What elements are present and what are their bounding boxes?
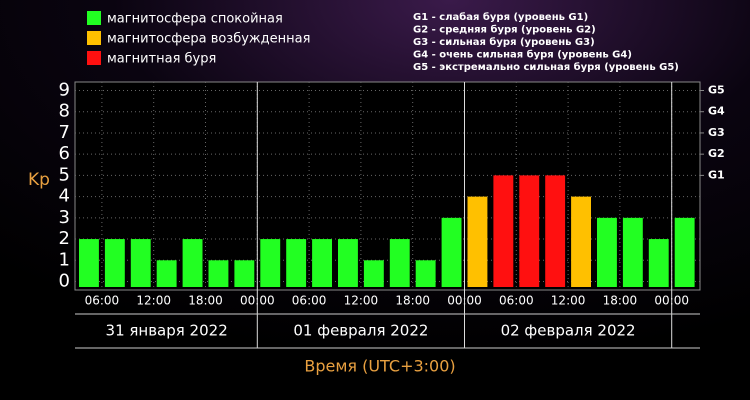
bar xyxy=(182,239,203,287)
storm-level-note: G2 - средняя буря (уровень G2) xyxy=(413,24,596,36)
bar xyxy=(130,239,151,287)
day-label: 02 февраля 2022 xyxy=(501,322,636,340)
bar xyxy=(493,175,514,287)
y2-tick-label: G2 xyxy=(708,147,725,160)
bar xyxy=(260,239,281,287)
bar xyxy=(104,239,125,287)
legend-swatch xyxy=(87,51,101,65)
bar xyxy=(467,196,488,287)
bar xyxy=(312,239,332,287)
bar xyxy=(545,175,566,287)
bar xyxy=(79,239,99,287)
y2-tick-label: G1 xyxy=(708,168,725,181)
legend-swatch xyxy=(87,11,101,25)
x-tick-label: 12:00 xyxy=(136,294,171,308)
y-axis-label: Kp xyxy=(28,170,50,190)
storm-level-note: G4 - очень сильная буря (уровень G4) xyxy=(413,49,632,61)
y-tick-label: 8 xyxy=(59,101,70,122)
bar xyxy=(415,260,436,287)
x-tick-label: 06:00 xyxy=(85,294,120,308)
y-tick-label: 9 xyxy=(59,79,70,100)
bar xyxy=(441,217,462,287)
y2-tick-label: G3 xyxy=(708,126,725,139)
y2-tick-label: G5 xyxy=(708,83,725,96)
bar xyxy=(208,260,229,287)
y-tick-label: 2 xyxy=(59,228,70,249)
x-tick-label: 12:00 xyxy=(551,294,586,308)
y-tick-label: 4 xyxy=(59,186,70,207)
bar xyxy=(519,175,540,287)
bar xyxy=(389,239,410,287)
bar xyxy=(363,260,384,287)
bar xyxy=(156,260,177,287)
x-tick-label: 18:00 xyxy=(188,294,223,308)
x-axis-label: Время (UTC+3:00) xyxy=(304,357,455,376)
storm-level-note: G5 - экстремально сильная буря (уровень … xyxy=(413,61,679,73)
y2-tick-label: G4 xyxy=(708,105,725,118)
y-tick-label: 5 xyxy=(59,164,70,185)
bar xyxy=(234,260,255,287)
legend-label: магнитная буря xyxy=(107,52,216,67)
bar xyxy=(648,239,669,287)
legend-label: магнитосфера возбужденная xyxy=(107,32,310,47)
legend-swatch xyxy=(87,31,101,45)
x-tick-label: 12:00 xyxy=(344,294,379,308)
y-tick-label: 0 xyxy=(59,271,70,292)
storm-level-note: G3 - сильная буря (уровень G3) xyxy=(413,36,595,48)
day-label: 31 января 2022 xyxy=(106,322,228,340)
bar xyxy=(622,217,643,287)
x-tick-label: 18:00 xyxy=(395,294,430,308)
bar xyxy=(674,217,695,287)
storm-level-note: G1 - слабая буря (уровень G1) xyxy=(413,11,588,23)
bar xyxy=(597,217,617,287)
legend-label: магнитосфера спокойная xyxy=(107,12,283,27)
y-tick-label: 1 xyxy=(59,249,70,270)
bar xyxy=(338,239,358,287)
plot-area xyxy=(74,81,701,291)
day-label: 01 февраля 2022 xyxy=(293,322,428,340)
y-tick-label: 7 xyxy=(59,122,70,143)
x-tick-label: 06:00 xyxy=(292,294,327,308)
bar xyxy=(286,239,307,287)
x-tick-label: 18:00 xyxy=(603,294,638,308)
y-tick-label: 3 xyxy=(59,207,70,228)
y-tick-label: 6 xyxy=(59,143,70,164)
bar xyxy=(571,196,591,287)
x-tick-label: 06:00 xyxy=(499,294,534,308)
